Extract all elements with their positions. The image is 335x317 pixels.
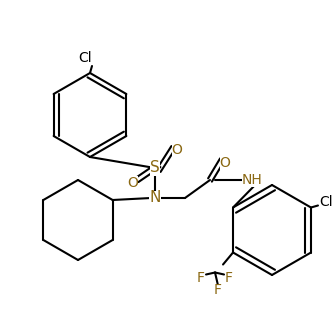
Text: F: F xyxy=(214,283,222,297)
Text: O: O xyxy=(172,143,183,157)
Text: NH: NH xyxy=(242,173,262,187)
Text: F: F xyxy=(225,270,233,284)
Text: N: N xyxy=(149,191,161,205)
Text: S: S xyxy=(150,160,160,176)
Text: Cl: Cl xyxy=(319,196,333,210)
Text: Cl: Cl xyxy=(78,51,92,65)
Text: O: O xyxy=(219,156,230,170)
Text: O: O xyxy=(128,176,138,190)
Text: F: F xyxy=(197,270,205,284)
